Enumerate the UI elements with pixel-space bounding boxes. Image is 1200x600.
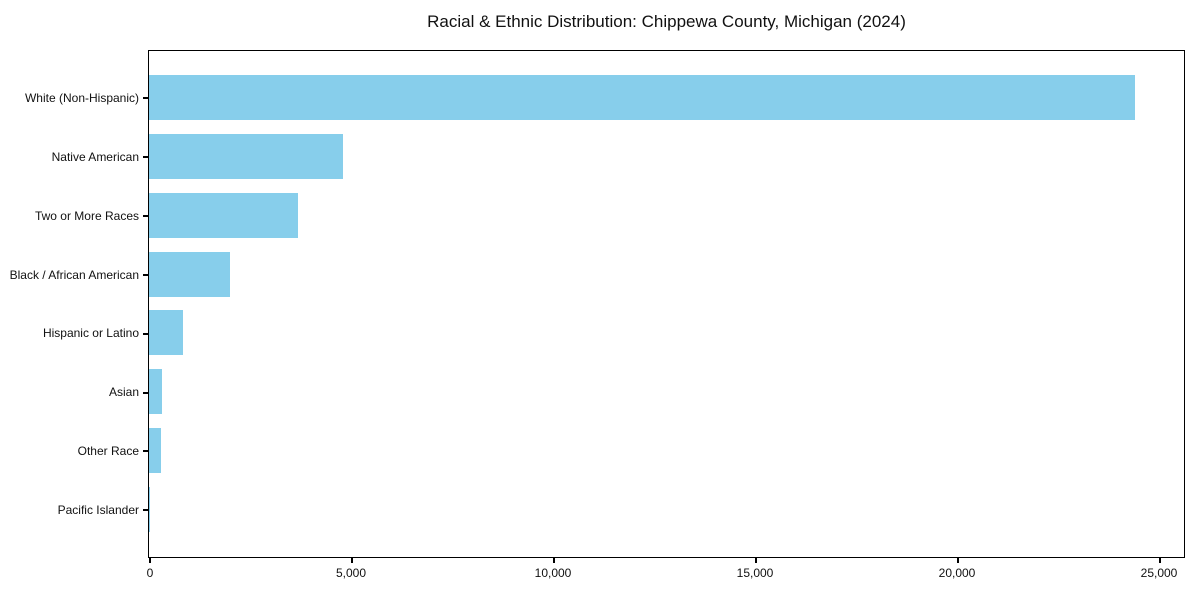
x-axis-tick-label: 15,000 <box>736 566 774 580</box>
x-axis-tick-label: 25,000 <box>1140 566 1178 580</box>
y-axis-category-label: Pacific Islander <box>57 503 139 517</box>
bar <box>149 310 183 355</box>
y-tick-mark <box>143 97 148 99</box>
bar <box>149 428 161 473</box>
x-axis-tick-label: 0 <box>146 566 154 580</box>
y-tick-mark <box>143 156 148 158</box>
x-axis-tick-label: 10,000 <box>534 566 572 580</box>
bar <box>149 252 230 297</box>
y-tick-mark <box>143 450 148 452</box>
x-tick-mark <box>351 558 353 563</box>
y-tick-mark <box>143 392 148 394</box>
y-axis-category-label: Other Race <box>77 444 139 458</box>
x-tick-mark <box>553 558 555 563</box>
y-axis-category-label: Hispanic or Latino <box>42 326 139 340</box>
x-tick-mark <box>957 558 959 563</box>
y-axis-category-label: White (Non-Hispanic) <box>24 91 139 105</box>
x-tick-mark <box>149 558 151 563</box>
bar <box>149 369 162 414</box>
plot-area <box>148 50 1185 558</box>
y-tick-mark <box>143 215 148 217</box>
y-axis-category-label: Asian <box>108 385 139 399</box>
y-axis-category-label: Native American <box>51 150 139 164</box>
bar <box>149 487 150 532</box>
bar <box>149 75 1135 120</box>
y-axis-category-label: Black / African American <box>9 268 139 282</box>
y-tick-mark <box>143 274 148 276</box>
bar <box>149 134 343 179</box>
y-tick-mark <box>143 509 148 511</box>
x-tick-mark <box>755 558 757 563</box>
x-axis-tick-label: 5,000 <box>335 566 367 580</box>
y-axis-category-label: Two or More Races <box>34 209 139 223</box>
x-axis-tick-label: 20,000 <box>938 566 976 580</box>
bar <box>149 193 298 238</box>
x-tick-mark <box>1159 558 1161 563</box>
chart-title: Racial & Ethnic Distribution: Chippewa C… <box>427 12 906 31</box>
y-tick-mark <box>143 333 148 335</box>
